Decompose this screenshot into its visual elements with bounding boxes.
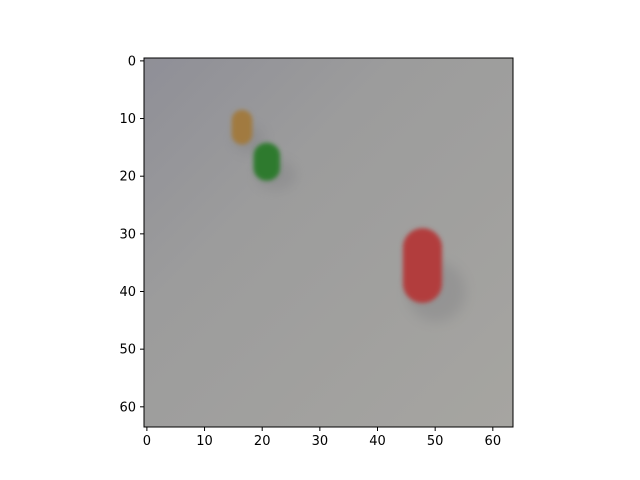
y-tick-label: 10 (119, 112, 136, 127)
green-cylinder (253, 142, 281, 181)
x-tick-label: 0 (143, 434, 151, 449)
y-tick-label: 40 (119, 285, 136, 300)
x-tick-label: 50 (427, 434, 444, 449)
x-tick-label: 20 (254, 434, 271, 449)
y-tick-label: 0 (128, 54, 136, 69)
axes-frame (143, 57, 514, 428)
x-tick-label: 60 (485, 434, 502, 449)
red-cylinder (402, 228, 443, 304)
x-tick-label: 10 (196, 434, 213, 449)
orange-cylinder (231, 109, 253, 145)
y-tick-label: 30 (119, 227, 136, 242)
x-tick-label: 30 (312, 434, 329, 449)
image-background (144, 58, 513, 427)
y-tick-label: 60 (119, 400, 136, 415)
y-tick-label: 50 (119, 343, 136, 358)
y-tick-label: 20 (119, 170, 136, 185)
x-tick-label: 40 (369, 434, 386, 449)
